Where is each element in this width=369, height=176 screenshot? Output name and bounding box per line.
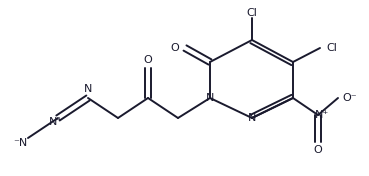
Text: N⁺: N⁺ [315, 110, 329, 120]
Text: N⁺: N⁺ [49, 117, 63, 127]
Text: ⁻N: ⁻N [13, 138, 27, 148]
Text: O: O [314, 145, 323, 155]
Text: O⁻: O⁻ [343, 93, 357, 103]
Text: O: O [170, 43, 179, 53]
Text: N: N [84, 84, 92, 94]
Text: Cl: Cl [246, 8, 258, 18]
Text: Cl: Cl [327, 43, 337, 53]
Text: N: N [248, 113, 256, 123]
Text: N: N [206, 93, 214, 103]
Text: O: O [144, 55, 152, 65]
